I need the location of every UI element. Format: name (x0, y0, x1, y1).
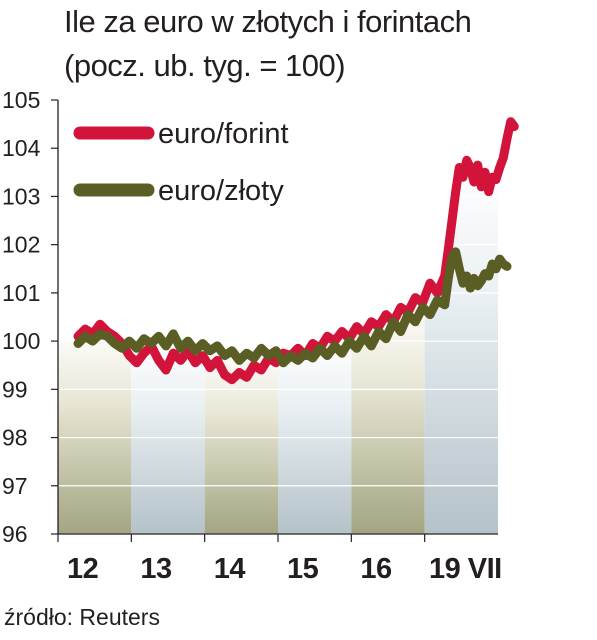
day-band-3 (204, 347, 278, 534)
legend-label: euro/złoty (158, 175, 284, 207)
x-tick-label: 14 (214, 553, 246, 585)
x-tick-label: 13 (140, 553, 172, 585)
y-tick-label: 99 (2, 376, 28, 402)
x-tick-label: 19 VII (429, 553, 502, 585)
x-tick-label: 16 (360, 553, 392, 585)
chart-canvas: 96 97 98 99 100 101 102 103 104 105 12 13 14 15 16 19 … (2, 87, 519, 585)
y-tick-label: 96 (2, 521, 28, 547)
series-line-euro-forint (73, 117, 519, 385)
day-bands (58, 164, 498, 534)
day-band-4 (278, 337, 352, 534)
day-band-6 (424, 164, 498, 534)
chart-title: Ile za euro w złotych i forintach (64, 4, 472, 39)
legend-label: euro/forint (158, 118, 289, 150)
y-tick-label: 97 (2, 473, 28, 499)
source-note: źródło: Reuters (4, 604, 160, 630)
x-tick-label: 12 (67, 553, 98, 585)
y-tick-label: 105 (2, 87, 40, 113)
chart-subtitle: (pocz. ub. tyg. = 100) (64, 48, 346, 83)
y-tick-label: 104 (2, 135, 41, 161)
y-tick-label: 103 (2, 183, 40, 209)
day-band-1 (58, 327, 132, 534)
series-line-euro-zloty (73, 247, 512, 368)
y-axis: 96 97 98 99 100 101 102 103 104 105 (2, 87, 58, 547)
x-axis: 12 13 14 15 16 19 VII (57, 534, 502, 585)
y-tick-label: 100 (2, 328, 40, 354)
legend: euro/forint euro/złoty (73, 118, 289, 207)
x-tick-label: 15 (287, 553, 319, 585)
day-band-5 (351, 299, 425, 534)
y-tick-label: 98 (2, 425, 28, 451)
day-band-2 (131, 337, 205, 534)
series-lines (73, 117, 519, 385)
y-tick-label: 102 (2, 232, 40, 258)
y-tick-label: 101 (2, 280, 40, 306)
